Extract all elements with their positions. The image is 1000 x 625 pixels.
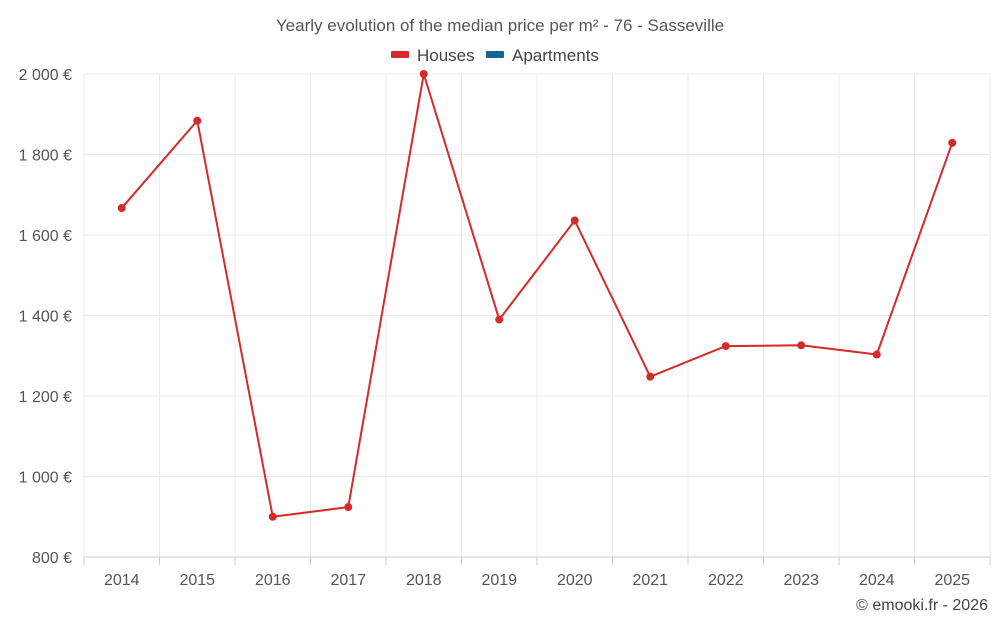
y-tick-label: 2 000 € bbox=[19, 67, 72, 84]
x-tick-label: 2018 bbox=[406, 572, 442, 589]
x-tick-label: 2022 bbox=[708, 572, 744, 589]
x-tick-label: 2016 bbox=[255, 572, 291, 589]
data-point-houses[interactable] bbox=[872, 350, 881, 359]
legend-label-apartments: Apartments bbox=[512, 46, 599, 65]
credit-text: © emooki.fr - 2026 bbox=[856, 597, 988, 614]
series-houses bbox=[117, 70, 957, 521]
x-tick-label: 2025 bbox=[934, 572, 970, 589]
y-tick-label: 1 600 € bbox=[19, 228, 72, 245]
x-gridlines bbox=[83, 74, 991, 557]
data-point-houses[interactable] bbox=[570, 216, 579, 225]
y-tick-label: 1 800 € bbox=[19, 148, 72, 165]
x-tick-label: 2019 bbox=[481, 572, 517, 589]
x-tick-label: 2024 bbox=[859, 572, 895, 589]
x-tick-label: 2023 bbox=[783, 572, 819, 589]
legend-item-houses[interactable]: Houses bbox=[391, 46, 475, 65]
legend-item-apartments[interactable]: Apartments bbox=[486, 46, 599, 65]
chart-title: Yearly evolution of the median price per… bbox=[276, 16, 724, 35]
x-tick-label: 2015 bbox=[179, 572, 215, 589]
y-axis-ticks: 800 € 1 000 € 1 200 € 1 400 € 1 600 € 1 800 €… bbox=[19, 67, 72, 567]
x-tick-label: 2021 bbox=[632, 572, 668, 589]
data-point-houses[interactable] bbox=[193, 116, 202, 125]
series-line-houses bbox=[120, 73, 954, 518]
x-tick-label: 2017 bbox=[330, 572, 366, 589]
x-tick-label: 2020 bbox=[557, 572, 593, 589]
data-point-houses[interactable] bbox=[948, 138, 957, 147]
data-point-houses[interactable] bbox=[117, 204, 126, 213]
legend-swatch-houses bbox=[391, 51, 409, 58]
y-tick-label: 1 200 € bbox=[19, 389, 72, 406]
y-tick-label: 1 000 € bbox=[19, 470, 72, 487]
x-axis-ticks: 2014 2015 2016 2017 2018 2019 2020 2021 2022 2023… bbox=[83, 557, 991, 589]
data-point-houses[interactable] bbox=[646, 372, 655, 381]
data-point-houses[interactable] bbox=[495, 315, 504, 324]
legend-swatch-apartments bbox=[486, 51, 504, 58]
y-tick-label: 1 400 € bbox=[19, 309, 72, 326]
legend: Houses Apartments bbox=[391, 46, 599, 65]
data-point-houses[interactable] bbox=[268, 512, 277, 521]
data-point-houses[interactable] bbox=[344, 503, 353, 512]
data-point-houses[interactable] bbox=[797, 341, 806, 350]
legend-label-houses: Houses bbox=[417, 46, 475, 65]
data-point-houses[interactable] bbox=[419, 70, 428, 78]
y-tick-label: 800 € bbox=[32, 550, 72, 567]
data-point-houses[interactable] bbox=[721, 342, 730, 351]
x-tick-label: 2014 bbox=[104, 572, 140, 589]
